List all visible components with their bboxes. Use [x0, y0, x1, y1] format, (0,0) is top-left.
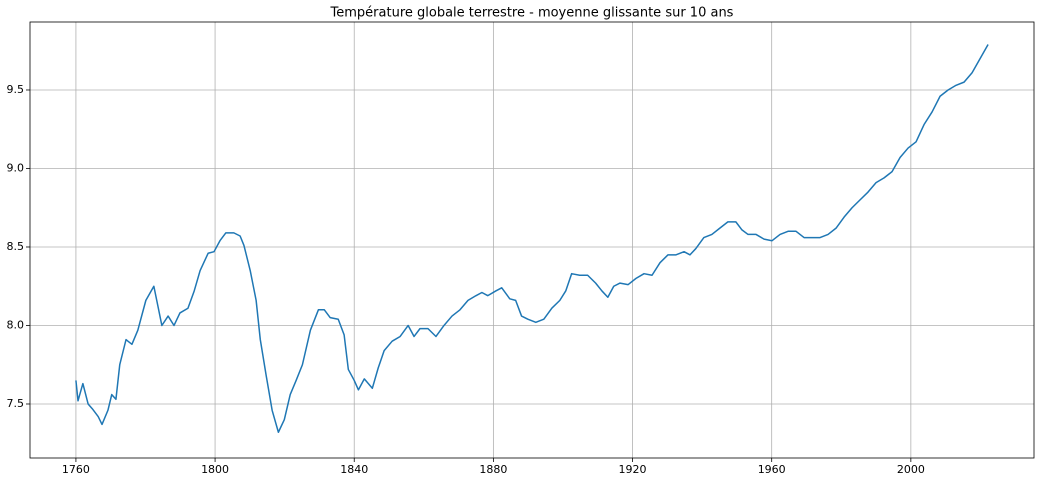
plot-frame	[29, 21, 1035, 459]
x-tick-label: 1840	[340, 463, 368, 476]
y-tick-label: 8.0	[7, 318, 25, 331]
y-tick-label: 9.0	[7, 161, 25, 174]
plot	[75, 44, 989, 433]
x-tick-label: 2000	[897, 463, 925, 476]
x-tick-label: 1760	[62, 463, 90, 476]
grid	[30, 22, 1034, 458]
x-tick-label: 1880	[479, 463, 507, 476]
y-tick-label: 9.5	[7, 83, 25, 96]
x-tick-label: 1960	[758, 463, 786, 476]
y-tick-label: 7.5	[7, 397, 25, 410]
chart-title: Température globale terrestre - moyenne …	[330, 6, 734, 21]
x-tick-label: 1800	[201, 463, 229, 476]
x-tick-label: 1920	[619, 463, 647, 476]
data-line	[75, 44, 989, 433]
y-tick-label: 8.5	[7, 240, 25, 253]
